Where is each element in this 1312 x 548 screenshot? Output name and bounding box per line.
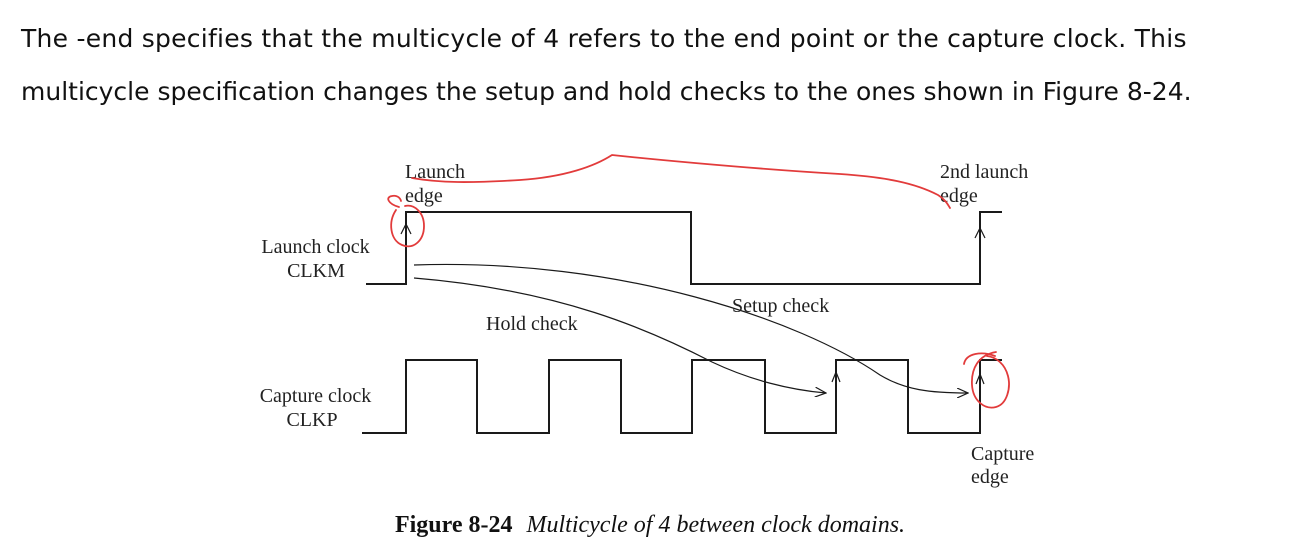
capture-edge-marker [975,372,985,390]
hold-check-label: Hold check [486,313,578,335]
hold-check-arrow [413,277,826,393]
capture-edge-label: Capture edge [971,443,1039,488]
setup-check-arrow [413,263,968,393]
capture-clock-waveform [362,359,1002,434]
launch-edge-marker [400,222,412,245]
figure-caption: Figure 8-24 Multicycle of 4 between clock… [0,512,1300,539]
body-paragraph: The -end specifies that the multicycle o… [21,12,1306,118]
figure-caption-text: Multicycle of 4 between clock domains. [526,512,906,538]
launch-clock-waveform [366,211,1002,285]
capture-clock-label: Capture clock CLKP [260,385,377,431]
capture-edge-circle-annotation [963,351,1010,409]
setup-capture-edge-marker [831,370,841,388]
setup-check-label: Setup check [732,295,829,317]
second-launch-edge-marker [974,226,986,245]
launch-edge-circle-annotation [387,194,425,248]
red-annotation [387,154,1010,409]
launch-edge-label: Launch edge [405,161,470,207]
paragraph-line: The -end specifies that the multicycle o… [21,24,1187,53]
paragraph-line: multicycle specification changes the set… [21,77,1192,106]
figure-number: Figure 8-24 [394,512,513,538]
second-launch-edge-label: 2nd launch edge [940,161,1033,207]
launch-clock-label: Launch clock CLKM [261,236,374,282]
brace-annotation [411,154,951,209]
